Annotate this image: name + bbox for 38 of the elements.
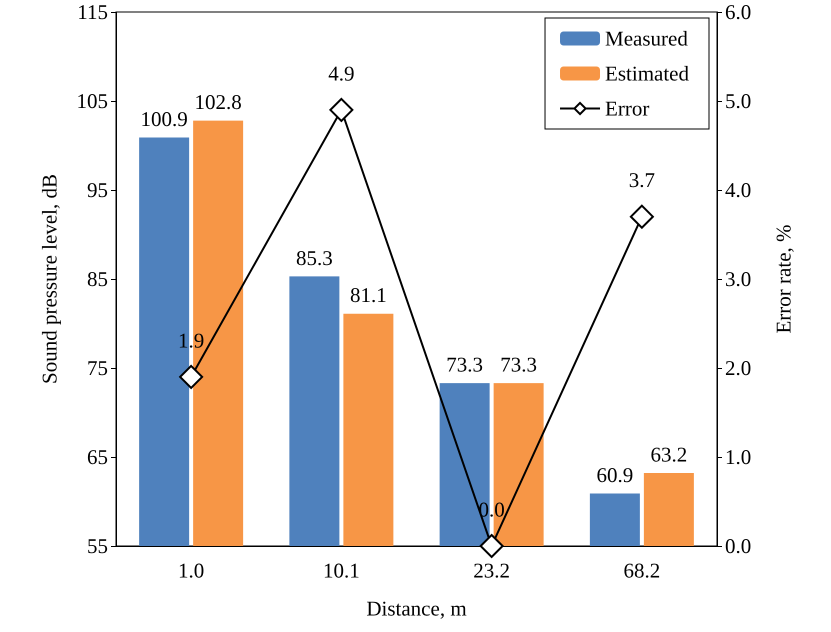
y-tick-label: 75 <box>87 356 108 380</box>
y2-tick-label: 6.0 <box>725 0 752 24</box>
y2-tick-label: 4.0 <box>725 178 752 202</box>
data-label: 63.2 <box>650 442 688 467</box>
data-label: 102.8 <box>194 90 242 114</box>
y2-tick-label: 2.0 <box>725 356 752 380</box>
legend-label: Error <box>605 96 650 120</box>
y2-tick-label: 3.0 <box>725 267 752 291</box>
data-label: 73.3 <box>500 352 537 377</box>
y2-tick-label: 0.0 <box>725 534 752 558</box>
point <box>480 534 504 558</box>
y-tick-label: 85 <box>87 267 108 291</box>
x-tick-label: 68.2 <box>624 558 660 582</box>
data-label: 60.9 <box>596 462 634 487</box>
data-label: 81.1 <box>350 283 387 308</box>
y-tick-label: 105 <box>76 89 108 113</box>
data-label: 73.3 <box>446 352 483 377</box>
x-tick-label: 23.2 <box>473 558 510 582</box>
y-tick-label: 55 <box>87 534 108 558</box>
y-tick-label: 65 <box>87 445 108 469</box>
point <box>329 98 354 122</box>
y-tick-label: 115 <box>77 0 108 24</box>
y2-tick-label: 1.0 <box>725 445 752 469</box>
point <box>179 364 204 389</box>
point <box>630 204 654 229</box>
y2-axis-title: Error rate, % <box>772 224 796 334</box>
y-axis-title: Sound pressure level, dB <box>38 174 62 384</box>
legend-label: Estimated <box>605 62 690 86</box>
y2-tick-label: 5.0 <box>725 89 752 113</box>
x-axis-title: Distance, m <box>366 596 467 620</box>
x-tick-label: 10.1 <box>323 558 360 582</box>
data-label: 100.9 <box>140 106 188 131</box>
data-label: 4.9 <box>328 61 354 86</box>
y-tick-label: 95 <box>87 178 108 202</box>
data-label: 85.3 <box>296 246 333 270</box>
x-tick-label: 1.0 <box>178 558 204 582</box>
legend-label: Measured <box>605 26 688 50</box>
data-label: 3.7 <box>628 168 655 192</box>
